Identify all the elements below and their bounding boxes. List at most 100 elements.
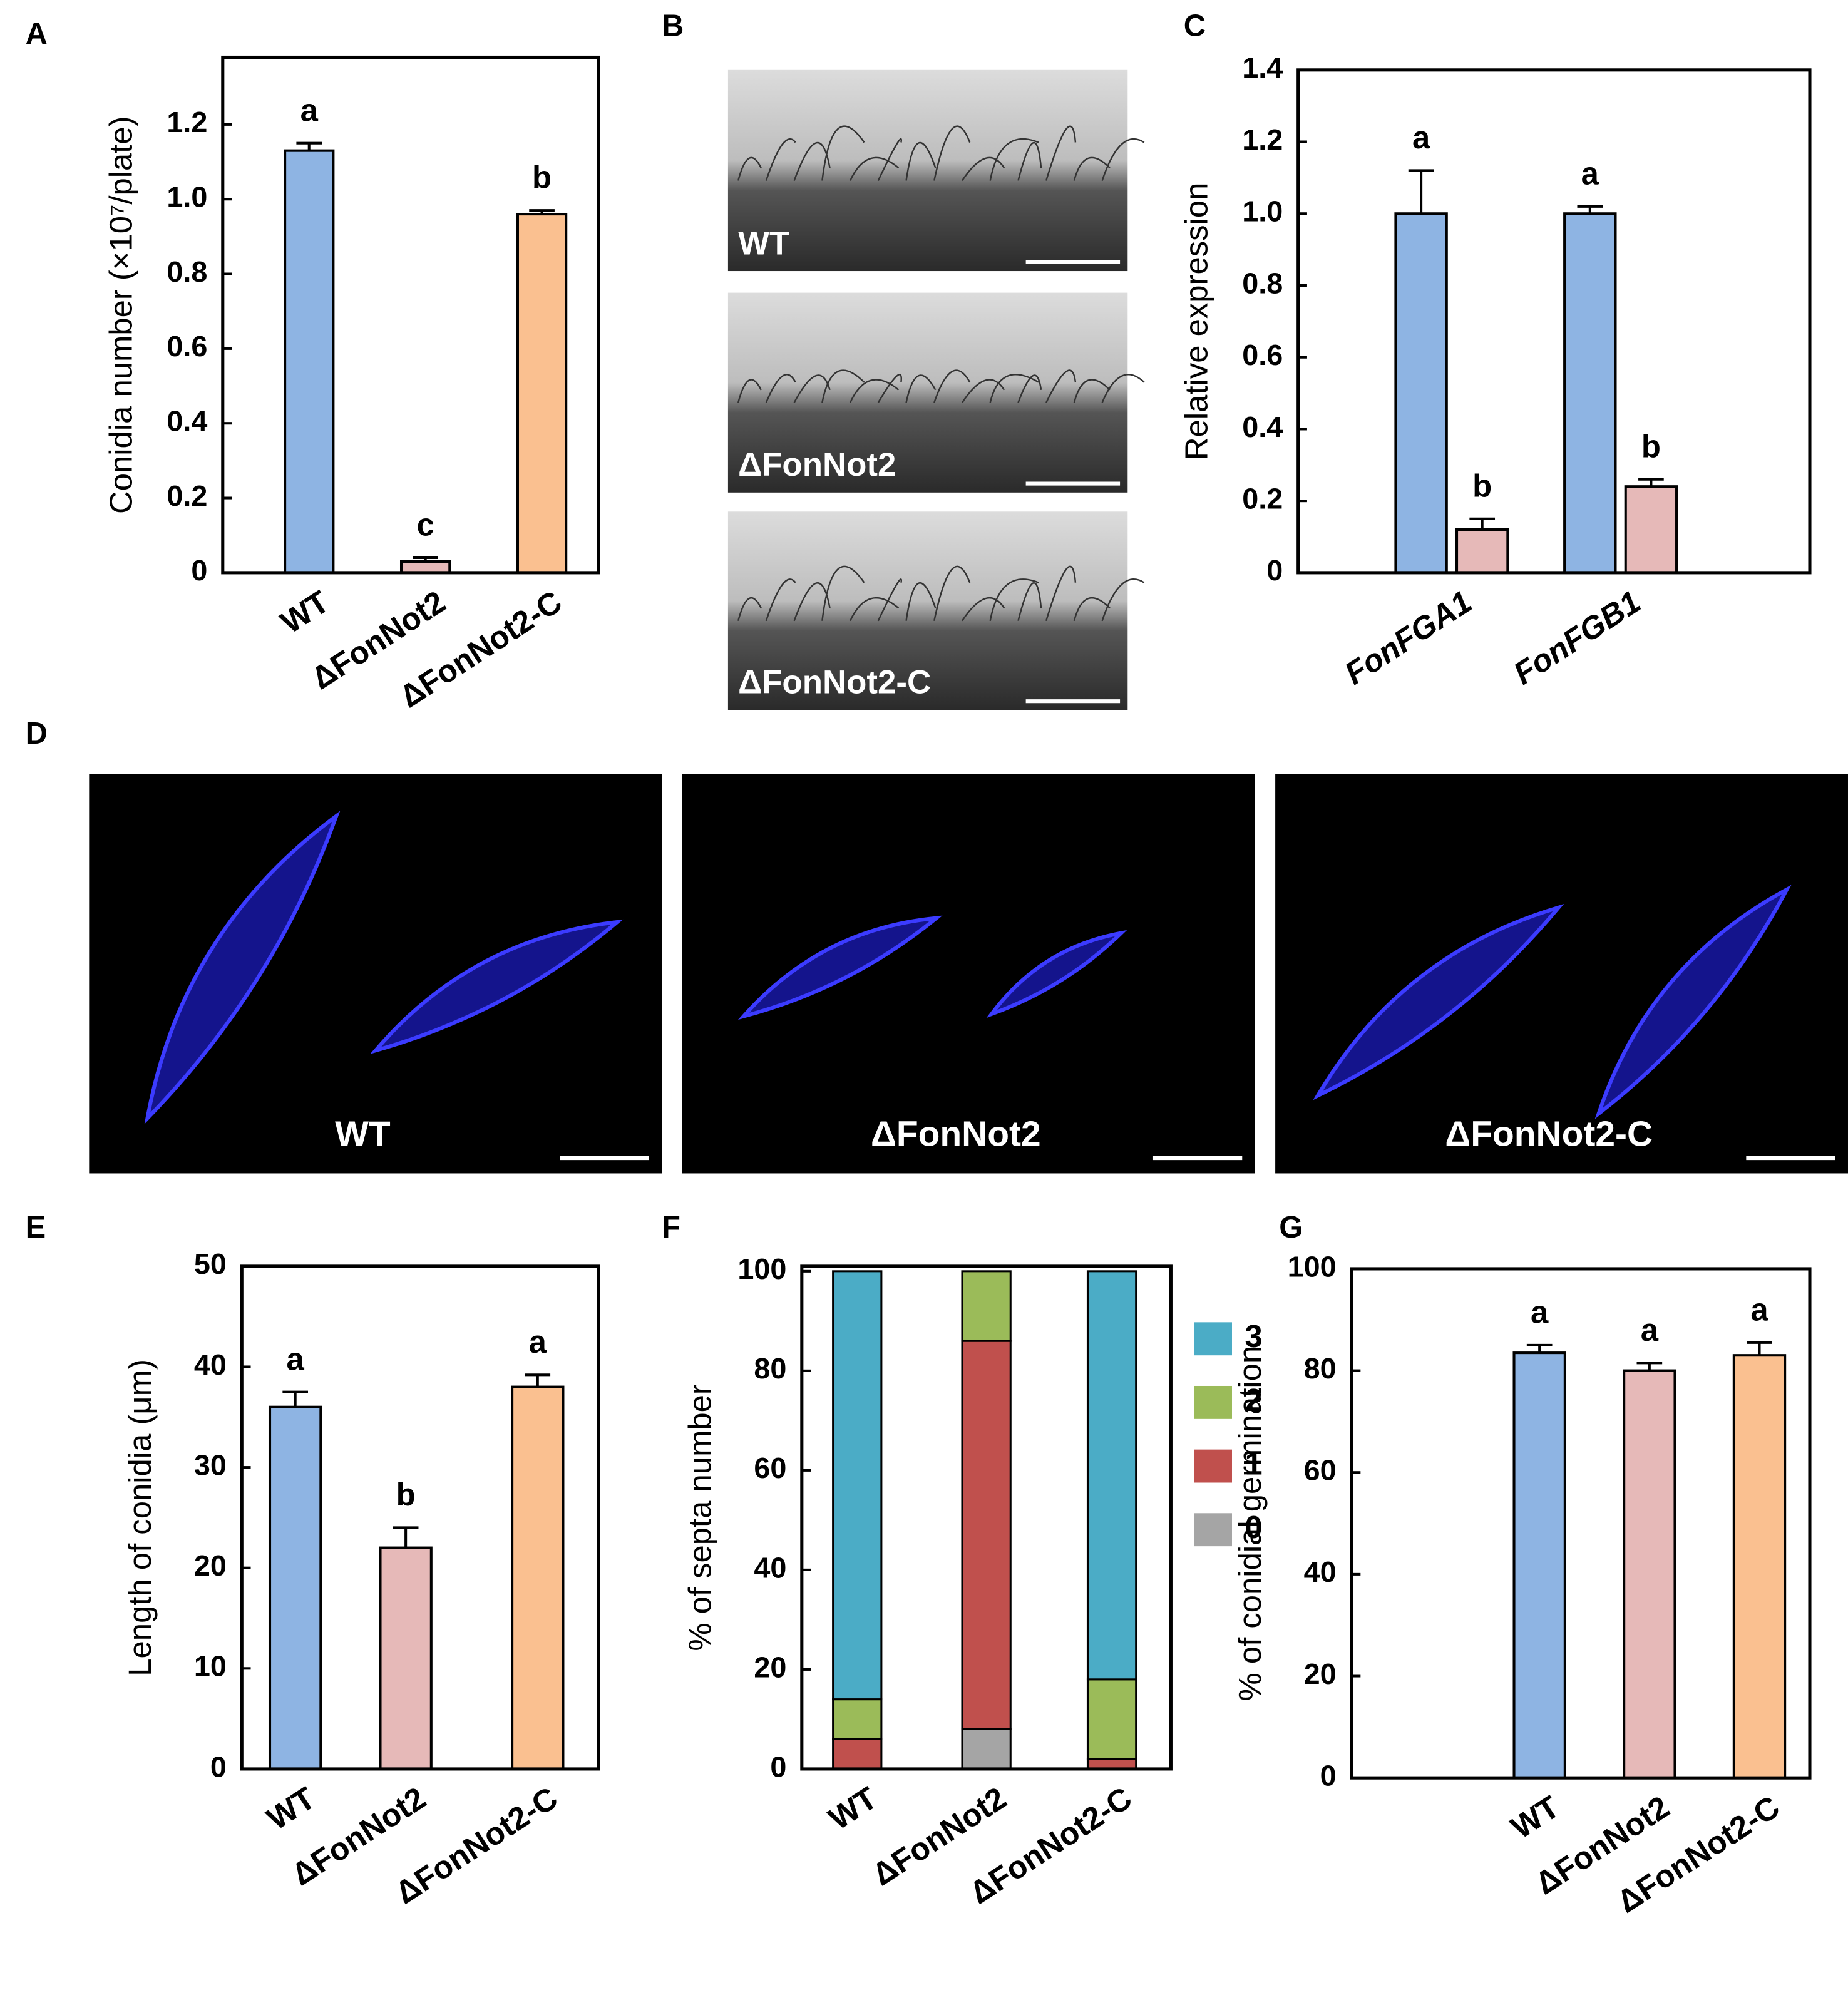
y-tick-label: 0.8 (167, 255, 207, 288)
plot-frame (240, 1264, 600, 1771)
significance-letter: a (1750, 1291, 1768, 1327)
hypha (821, 369, 865, 403)
image-label: WT (335, 1114, 391, 1154)
hypha (1073, 379, 1111, 403)
conidium (144, 811, 341, 1124)
y-tick-label: 0 (210, 1750, 227, 1783)
plot-frame (1296, 68, 1812, 575)
hypha (961, 379, 1005, 403)
panel-letter: A (26, 17, 48, 51)
conidium (986, 930, 1127, 1018)
y-tick-label: 10 (194, 1650, 227, 1683)
legend-swatch (1194, 1322, 1232, 1356)
bar-segment (961, 1340, 1012, 1730)
bar (1512, 1351, 1566, 1780)
legend-label: 1 (1245, 1445, 1262, 1481)
hypha (877, 578, 902, 622)
hypha (1017, 141, 1042, 181)
significance-letter: a (287, 1341, 305, 1377)
bar-segment (961, 1270, 1012, 1342)
bar (1624, 485, 1678, 574)
bar (1394, 212, 1448, 574)
hypha (989, 578, 1039, 621)
hypha (961, 597, 1005, 622)
legend-label: 0 (1245, 1509, 1262, 1545)
hypha (821, 125, 865, 181)
legend-label: 3 (1245, 1318, 1262, 1354)
y-tick-label: 40 (194, 1348, 227, 1381)
y-tick-label: 1.2 (1242, 123, 1283, 156)
hypha (933, 369, 971, 403)
bar-segment (832, 1698, 883, 1740)
hypha (1017, 582, 1042, 622)
conidium (737, 915, 943, 1020)
hypha (933, 125, 971, 181)
significance-letter: b (1641, 428, 1661, 464)
hypha (1045, 565, 1077, 622)
y-tick-label: 20 (194, 1549, 227, 1582)
hypha (1017, 374, 1042, 403)
hypha (905, 141, 937, 181)
micrograph-label: WT (738, 225, 789, 262)
fluorescence-bg (89, 774, 662, 1174)
error-bar (1577, 205, 1603, 214)
significance-letter: a (1641, 1312, 1659, 1348)
y-tick-label: 1.4 (1242, 51, 1283, 84)
hypha (905, 582, 937, 621)
hypha (821, 565, 865, 621)
hypha (793, 141, 831, 181)
y-tick-label: 0.6 (1242, 339, 1283, 371)
y-tick-label: 0 (1320, 1760, 1337, 1792)
x-tick-label: WT (274, 583, 335, 640)
y-tick-label: 20 (754, 1651, 786, 1683)
error-bar (529, 209, 555, 215)
y-axis-label: Relative expression (1179, 183, 1214, 460)
micrograph: ΔFonNot2 (727, 292, 1145, 493)
panel-letter: B (662, 9, 684, 43)
bar (379, 1546, 433, 1770)
significance-letter: c (417, 507, 434, 543)
panel-letter: C (1184, 9, 1206, 43)
plot-frame (1350, 1267, 1812, 1780)
error-bar (1636, 1362, 1663, 1371)
x-tick-label: WT (823, 1780, 883, 1837)
y-axis-label: Conidia number (×10⁷/plate) (103, 116, 139, 514)
error-bar (1747, 1341, 1772, 1356)
error-bar (525, 1373, 551, 1387)
significance-letter: b (532, 160, 552, 195)
significance-letter: a (300, 92, 319, 128)
hypha (1073, 597, 1111, 622)
hypha (933, 565, 971, 621)
y-tick-label: 60 (1304, 1454, 1337, 1487)
y-tick-label: 0 (191, 554, 207, 587)
legend-swatch (1194, 1513, 1232, 1547)
conidium (370, 919, 624, 1054)
y-axis-label: Length of conidia (μm) (122, 1359, 158, 1676)
y-tick-label: 80 (1304, 1352, 1337, 1385)
plot-frame (800, 1264, 1173, 1771)
error-bar (1408, 169, 1434, 214)
significance-letter: a (1531, 1295, 1549, 1330)
micrograph-bg (727, 69, 1128, 272)
conidium (1594, 885, 1792, 1119)
panel-letter: G (1279, 1211, 1303, 1244)
plot-frame (221, 55, 600, 575)
bar (1732, 1354, 1787, 1780)
y-axis-label: % of conidial germination (1232, 1346, 1268, 1701)
y-tick-label: 40 (754, 1551, 786, 1584)
hypha (1045, 125, 1077, 181)
hypha (1073, 156, 1111, 181)
micrograph-label: ΔFonNot2 (738, 446, 896, 483)
fluorescence-image: ΔFonNot2-C (1275, 774, 1848, 1174)
y-tick-label: 1.0 (1242, 195, 1283, 228)
y-tick-label: 40 (1304, 1556, 1337, 1588)
hypha (849, 379, 900, 403)
panel-letter: E (26, 1211, 46, 1244)
bar-segment (961, 1728, 1012, 1770)
panel-letter: F (662, 1211, 680, 1244)
hypha (905, 374, 937, 403)
bar (284, 149, 335, 574)
error-bar (1526, 1343, 1553, 1353)
y-tick-label: 20 (1304, 1658, 1337, 1690)
